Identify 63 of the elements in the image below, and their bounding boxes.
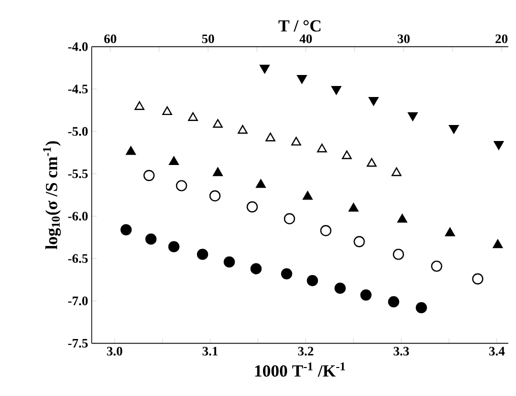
point xyxy=(416,302,427,314)
y-tick-label: -7.5 xyxy=(68,338,88,348)
point xyxy=(212,119,223,128)
y-tick-label: -6.0 xyxy=(68,212,88,221)
point xyxy=(188,112,198,121)
x2-axis-title: T / °C xyxy=(278,20,320,32)
point xyxy=(320,224,332,236)
point xyxy=(224,256,235,268)
point xyxy=(334,282,346,294)
point xyxy=(492,239,503,248)
y-tick-label: -4.5 xyxy=(68,84,88,94)
point xyxy=(348,202,358,212)
point xyxy=(145,233,157,245)
y-tick-label: -4.0 xyxy=(68,42,88,52)
point xyxy=(445,228,455,236)
point xyxy=(342,150,352,160)
point xyxy=(196,248,208,260)
y-axis-title: log$_{10}$(σ /S cm$^{-1}$) xyxy=(43,141,61,250)
y-tick-label: -6.5 xyxy=(68,254,88,263)
point xyxy=(397,214,408,223)
y-tick-label: -7.0 xyxy=(68,296,88,306)
y-tick-label: -5.5 xyxy=(68,169,88,178)
point xyxy=(168,156,179,166)
point xyxy=(162,106,172,116)
x-tick-label: 3.4 xyxy=(489,346,505,356)
point xyxy=(366,158,377,167)
point xyxy=(306,274,318,286)
y-tick-label: -5.0 xyxy=(68,127,88,136)
point xyxy=(143,170,155,182)
point xyxy=(209,190,221,202)
x2-tick-label: 60 xyxy=(104,34,116,44)
point xyxy=(212,167,223,176)
x-tick-label: 3.1 xyxy=(202,346,218,356)
x-tick-label: 3.0 xyxy=(107,346,122,356)
point xyxy=(291,136,302,146)
x2-tick-label: 20 xyxy=(496,34,508,44)
point xyxy=(126,146,136,155)
x2-tick-label: 40 xyxy=(300,34,312,44)
point xyxy=(392,248,404,260)
point xyxy=(256,179,266,188)
point xyxy=(176,180,188,192)
point xyxy=(360,289,372,301)
x-tick-label: 3.3 xyxy=(394,346,409,356)
x2-tick-label: 50 xyxy=(202,34,214,44)
point xyxy=(284,213,296,224)
point xyxy=(317,144,327,152)
point xyxy=(392,167,402,176)
point xyxy=(354,236,365,248)
point xyxy=(134,101,144,110)
point xyxy=(238,124,248,134)
point xyxy=(302,191,313,200)
point xyxy=(120,224,132,236)
point xyxy=(431,260,442,272)
point xyxy=(472,273,484,284)
point xyxy=(388,296,400,308)
point xyxy=(281,268,292,280)
point xyxy=(265,132,276,142)
point xyxy=(168,241,180,252)
x-axis-title: 1000 T$^{-1}$ /K$^{-1}$ xyxy=(255,362,346,377)
point xyxy=(250,263,262,274)
x2-tick-label: 30 xyxy=(398,34,410,44)
x-tick-label: 3.2 xyxy=(298,346,314,356)
point xyxy=(246,201,258,212)
